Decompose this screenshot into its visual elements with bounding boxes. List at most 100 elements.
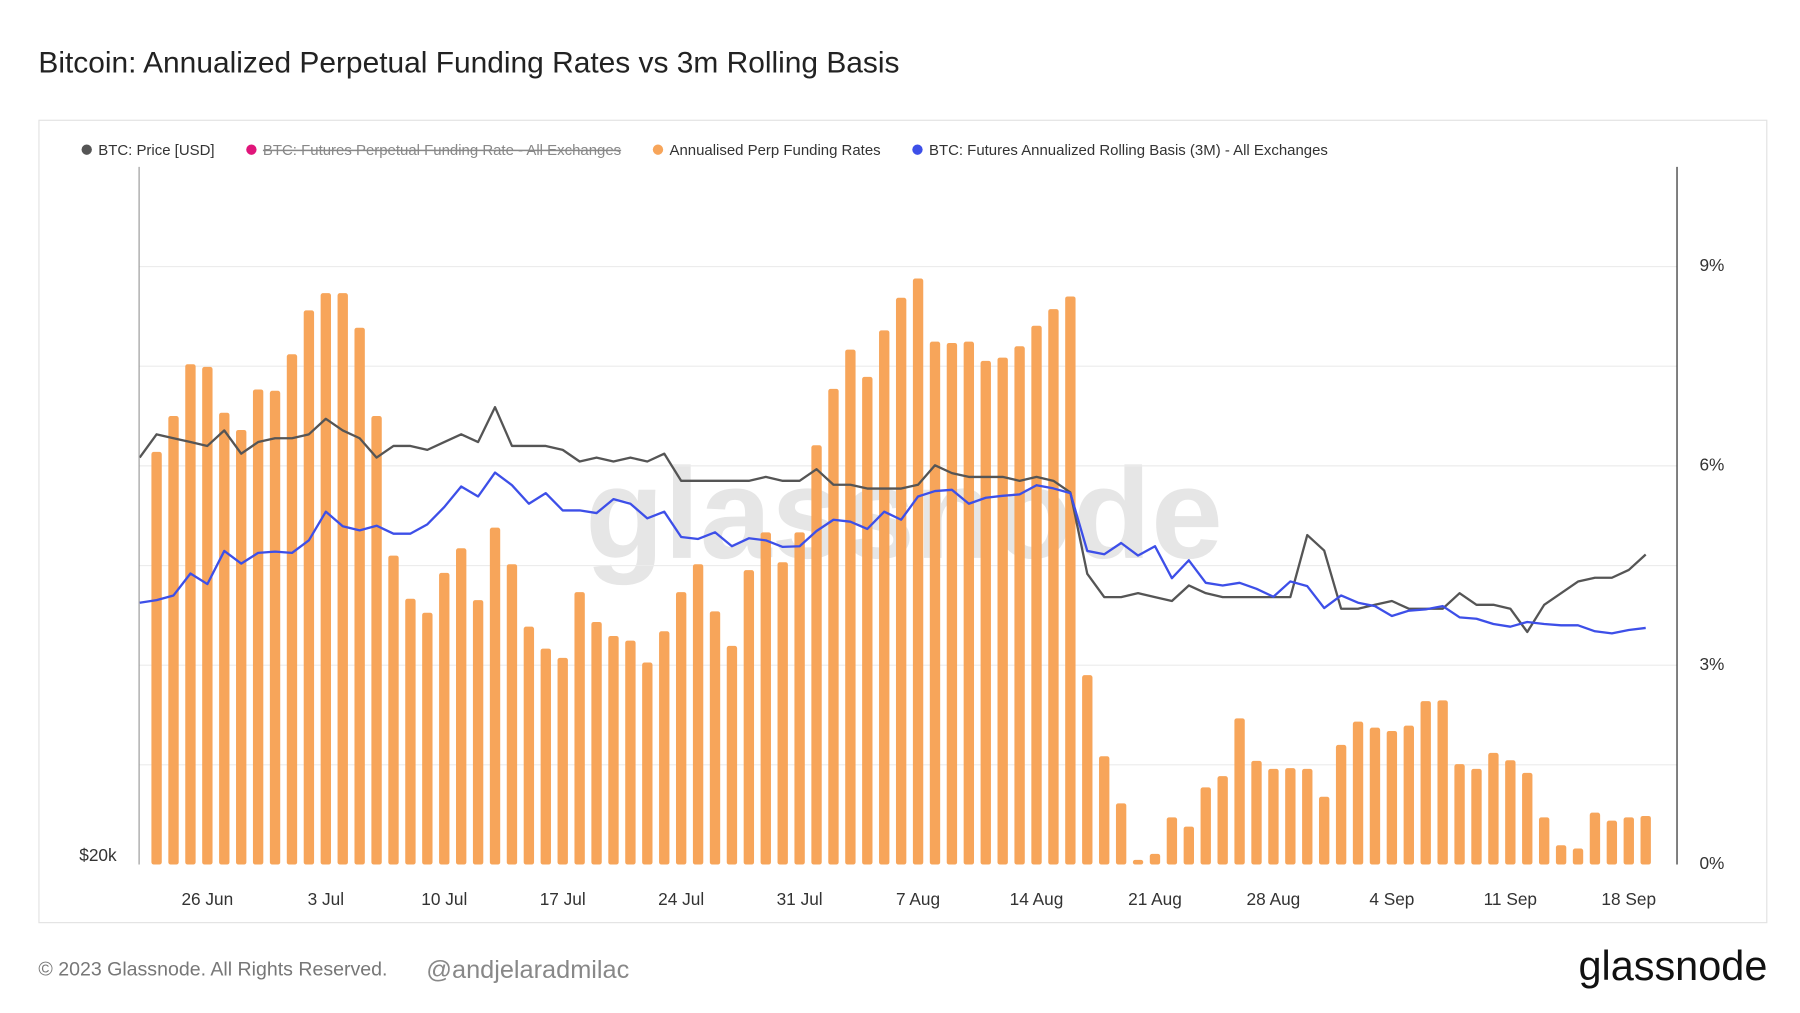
bar xyxy=(912,278,924,865)
bar xyxy=(1420,701,1431,865)
handle: @andjelaradmilac xyxy=(426,956,629,984)
bar xyxy=(1183,826,1195,865)
bar xyxy=(1285,768,1296,865)
bar xyxy=(692,564,704,865)
bar xyxy=(1471,768,1482,865)
bar xyxy=(1555,845,1567,865)
bar xyxy=(642,662,653,865)
bar xyxy=(1606,820,1618,865)
x-tick-label: 21 Aug xyxy=(1128,889,1182,909)
bar xyxy=(1200,787,1211,865)
bar xyxy=(168,416,179,865)
legend-marker xyxy=(652,144,664,155)
chart-frame xyxy=(38,119,1768,924)
bar xyxy=(1522,772,1533,865)
bar xyxy=(1369,727,1381,865)
bar xyxy=(675,592,687,865)
bar xyxy=(472,600,484,865)
bar xyxy=(1149,853,1161,865)
x-tick-label: 31 Jul xyxy=(777,889,823,909)
legend-label: BTC: Futures Annualized Rolling Basis (3… xyxy=(929,142,1328,159)
y2-tick-label: 9% xyxy=(1699,255,1724,275)
bar xyxy=(591,622,602,865)
bar xyxy=(709,611,721,865)
bar xyxy=(574,592,585,865)
bar xyxy=(845,349,856,865)
bar xyxy=(219,412,230,865)
bar xyxy=(1048,309,1059,865)
bar xyxy=(252,389,264,865)
bar xyxy=(608,635,619,865)
legend-label: BTC: Futures Perpetual Funding Rate - Al… xyxy=(263,142,621,159)
legend-marker xyxy=(246,144,257,155)
bar xyxy=(895,297,907,865)
bar xyxy=(269,390,281,865)
x-tick-label: 26 Jun xyxy=(181,889,233,909)
bar xyxy=(1505,760,1516,865)
bar xyxy=(1538,817,1550,865)
footer: © 2023 Glassnode. All Rights Reserved. xyxy=(38,959,387,981)
bar xyxy=(236,430,247,865)
bar xyxy=(185,364,196,865)
bar xyxy=(1589,812,1601,865)
bar xyxy=(946,342,958,865)
bar xyxy=(1166,817,1178,865)
bar xyxy=(1572,848,1584,865)
bar xyxy=(1099,756,1110,865)
bar xyxy=(456,548,467,865)
y-tick-label: $20k xyxy=(79,845,117,865)
bar xyxy=(879,330,890,865)
bar xyxy=(422,612,433,865)
bar xyxy=(439,572,450,865)
bar xyxy=(388,555,399,865)
y2-tick-label: 6% xyxy=(1699,454,1724,474)
x-tick-label: 11 Sep xyxy=(1484,889,1537,909)
legend-item[interactable]: BTC: Futures Annualized Rolling Basis (3… xyxy=(912,142,1328,159)
bar xyxy=(506,564,518,865)
logo: glassnode xyxy=(1578,942,1767,989)
x-tick-label: 17 Jul xyxy=(540,889,586,909)
bar xyxy=(726,645,738,865)
legend-item[interactable]: BTC: Price [USD] xyxy=(81,142,215,159)
bar xyxy=(489,527,501,865)
x-tick-label: 28 Aug xyxy=(1247,889,1301,909)
bar xyxy=(760,532,771,865)
x-tick-label: 18 Sep xyxy=(1601,889,1656,909)
x-tick-label: 24 Jul xyxy=(658,889,704,909)
bar xyxy=(997,357,1008,865)
legend-item[interactable]: BTC: Futures Perpetual Funding Rate - Al… xyxy=(246,142,621,159)
bar xyxy=(540,648,551,865)
bar xyxy=(743,570,755,865)
bar xyxy=(405,598,416,865)
legend-label: BTC: Price [USD] xyxy=(98,142,214,159)
bar xyxy=(151,451,162,865)
bar xyxy=(202,366,213,865)
bar xyxy=(811,445,822,865)
bar xyxy=(557,657,568,865)
legend-label: Annualised Perp Funding Rates xyxy=(669,142,880,159)
bar xyxy=(1115,803,1127,865)
chart-title: Bitcoin: Annualized Perpetual Funding Ra… xyxy=(38,46,899,79)
bar xyxy=(354,327,365,865)
bar xyxy=(1234,718,1245,865)
bar xyxy=(1352,721,1364,865)
bar xyxy=(777,562,788,865)
bar xyxy=(371,416,382,865)
bar xyxy=(286,354,298,865)
legend-marker xyxy=(81,144,92,155)
bar xyxy=(862,376,873,865)
bar xyxy=(1251,760,1262,865)
x-tick-label: 14 Aug xyxy=(1010,889,1064,909)
y2-tick-label: 0% xyxy=(1699,853,1724,873)
bar xyxy=(980,360,991,865)
bar xyxy=(1454,764,1465,865)
bar xyxy=(1335,744,1347,865)
x-tick-label: 3 Jul xyxy=(308,889,344,909)
bar xyxy=(828,388,839,865)
legend-item[interactable]: Annualised Perp Funding Rates xyxy=(652,142,881,159)
bar xyxy=(1031,325,1042,865)
bar xyxy=(523,626,535,865)
legend-marker xyxy=(912,144,923,155)
